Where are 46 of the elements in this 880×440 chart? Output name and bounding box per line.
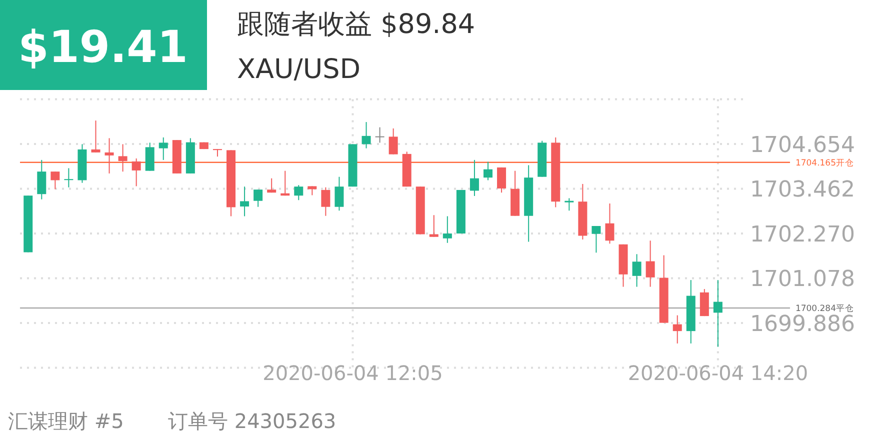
candlestick: [158, 136, 168, 160]
chart-title: XAU/USD: [237, 54, 361, 85]
ref-line-label: 1704.165开仓: [795, 157, 854, 168]
y-tick-label: 1704.654: [750, 132, 855, 158]
candlestick: [240, 186, 250, 217]
candlestick: [64, 168, 74, 188]
candlestick: [294, 184, 304, 201]
candlestick: [375, 126, 384, 144]
candlestick: [672, 314, 682, 344]
candlestick: [267, 178, 276, 194]
candlestick: [91, 120, 100, 153]
candlestick: [429, 214, 438, 238]
y-tick-label: 1701.078: [750, 267, 855, 292]
x-tick-label: 2020-06-04 12:05: [262, 361, 443, 385]
candlestick: [632, 254, 642, 288]
candlestick: [50, 171, 60, 190]
candlestick: [308, 186, 317, 196]
candlestick: [37, 159, 46, 200]
candlestick: [118, 144, 128, 172]
candlestick: [605, 202, 614, 244]
candlestick: [362, 122, 371, 149]
text: 汇谋理财 #5: [8, 409, 124, 433]
text: $19.41: [18, 22, 188, 73]
candlestick: [497, 166, 506, 194]
candlestick: [442, 216, 452, 244]
y-tick-label: 1699.886: [750, 312, 855, 337]
candlestick: [334, 176, 344, 212]
candlestick: [104, 138, 114, 174]
candlestick: [713, 280, 722, 348]
candlestick: [145, 142, 154, 172]
candlestick: [564, 198, 574, 212]
y-tick-label: 1703.462: [750, 178, 855, 203]
text: 跟随者收益 $89.84: [237, 9, 476, 40]
candlestick: [700, 288, 709, 317]
candlestick: [254, 189, 263, 208]
candlestick: [646, 240, 655, 288]
candlestick: [388, 128, 398, 155]
candlestick: [470, 159, 479, 196]
candlestick: [321, 186, 330, 216]
text: 订单号 24305263: [168, 409, 336, 433]
y-tick-label: 1702.270: [750, 222, 855, 248]
candlestick: [484, 161, 493, 181]
candlestick: [592, 225, 601, 254]
candlestick: [132, 158, 141, 187]
x-tick-label: 2020-06-04 14:20: [628, 361, 808, 385]
ref-line-label: 1700.284平仓: [795, 303, 854, 314]
